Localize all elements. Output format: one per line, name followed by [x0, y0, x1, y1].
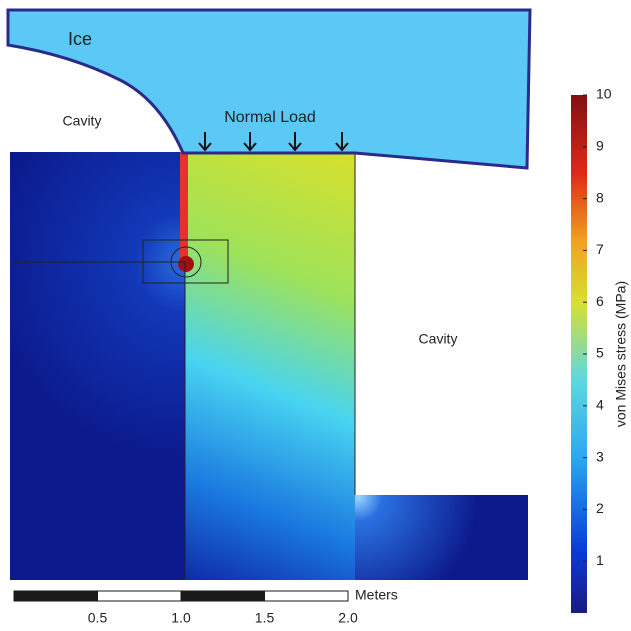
colorbar-tick-label: 8 [596, 189, 604, 205]
scale-tick-label: 0.5 [88, 610, 108, 626]
cavity-label: Cavity [63, 113, 102, 129]
scale-segment [97, 590, 182, 602]
colorbar-label: von Mises stress (MPa) [613, 281, 629, 427]
scale-segment [264, 590, 349, 602]
load-arrows [198, 132, 349, 152]
colorbar-tick-label: 1 [596, 552, 604, 568]
stress-bottom-right [355, 495, 528, 580]
colorbar [571, 95, 587, 613]
colorbar-tick-label: 6 [596, 293, 604, 309]
scale-unit: Meters [355, 587, 398, 603]
colorbar-tick-label: 7 [596, 241, 604, 257]
stress-left [10, 152, 185, 580]
colorbar-tick-label: 9 [596, 138, 604, 154]
scale-tick-label: 2.0 [338, 610, 358, 626]
scale-segment [13, 590, 98, 602]
scale-segment [180, 590, 265, 602]
scale-tick-label: 1.5 [255, 610, 275, 626]
colorbar-tick-label: 10 [596, 86, 612, 102]
colorbar-tick-label: 5 [596, 345, 604, 361]
cavity-label: Cavity [419, 331, 458, 347]
crack [180, 152, 188, 262]
mesh-lines [10, 152, 356, 580]
crack-tip [178, 256, 194, 272]
colorbar-tick-label: 2 [596, 500, 604, 516]
scale-tick-label: 1.0 [171, 610, 191, 626]
ice [6, 8, 532, 170]
colorbar-tick-label: 4 [596, 397, 604, 413]
stress-column [185, 152, 355, 580]
load-label: Normal Load [224, 109, 316, 126]
ice-label: Ice [68, 29, 92, 49]
colorbar-tick-label: 3 [596, 448, 604, 464]
